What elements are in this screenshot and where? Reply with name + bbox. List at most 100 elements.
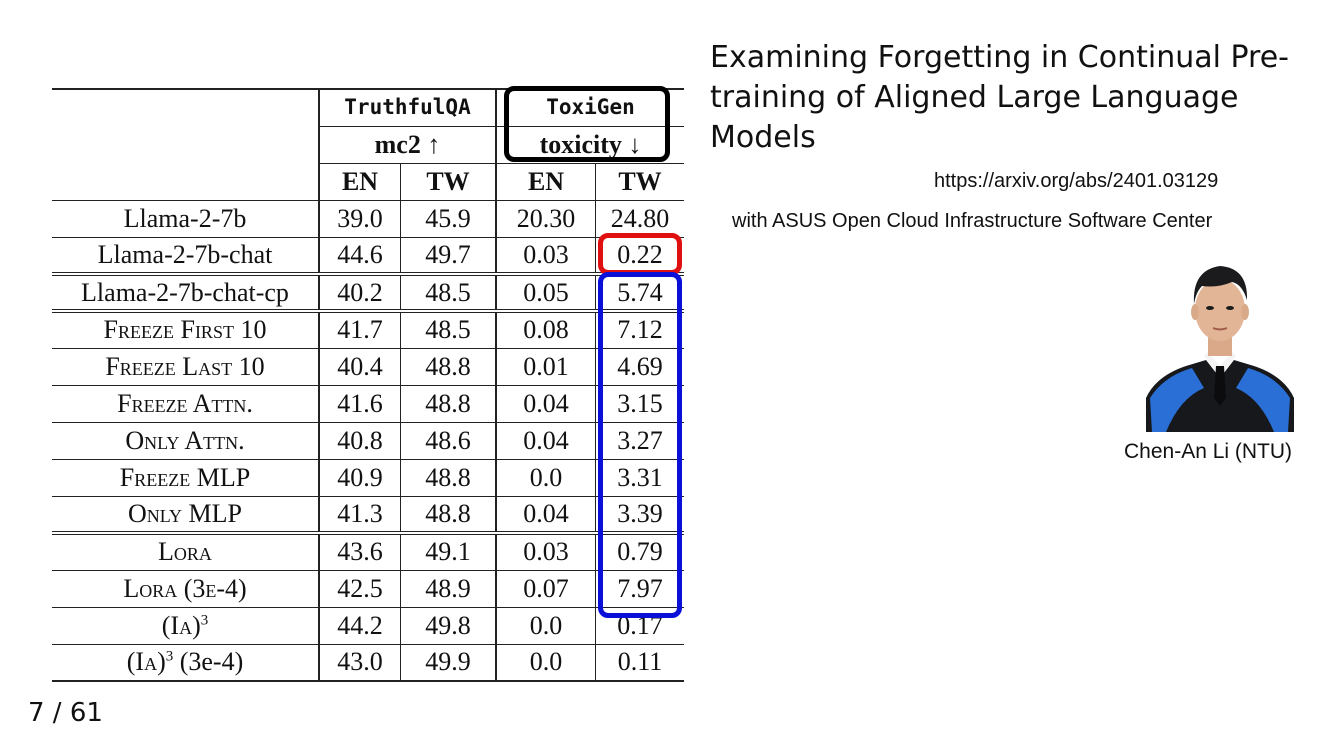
cell-tox-en: 0.07 — [495, 569, 596, 607]
cell-tqa-en: 40.4 — [318, 347, 401, 385]
cell-tqa-tw: 48.8 — [400, 495, 496, 533]
table-row: Llama-2-7b 39.0 45.9 20.30 24.80 — [52, 199, 684, 237]
cell-tqa-en: 43.6 — [318, 531, 401, 570]
table-row: Freeze MLP 40.9 48.8 0.0 3.31 — [52, 458, 684, 496]
cell-tox-en: 0.04 — [495, 495, 596, 533]
cell-tox-en: 0.0 — [495, 643, 596, 682]
cell-tqa-en: 42.5 — [318, 569, 401, 607]
cell-tqa-en: 44.6 — [318, 236, 401, 274]
header-toxigen: ToxiGen — [495, 88, 684, 126]
cell-tqa-en: 43.0 — [318, 643, 401, 682]
cell-tox-en: 0.01 — [495, 347, 596, 385]
cell-tox-tw: 0.17 — [595, 606, 684, 644]
cell-tqa-tw: 48.8 — [400, 458, 496, 496]
row-label-sup: 3 — [200, 611, 209, 628]
cell-tox-tw: 0.11 — [595, 643, 684, 682]
cell-tox-en: 0.05 — [495, 272, 596, 311]
cell-tqa-tw: 48.6 — [400, 421, 496, 459]
cell-tqa-en: 44.2 — [318, 606, 401, 644]
affiliation: with ASUS Open Cloud Infrastructure Soft… — [732, 210, 1213, 232]
row-label: Lora (3e-4) — [52, 569, 319, 607]
table-row: (Ia)3 (3e-4) 43.0 49.9 0.0 0.11 — [52, 643, 684, 682]
row-label-name: (Ia) — [126, 647, 166, 677]
table-row: Freeze Last 10 40.4 48.8 0.01 4.69 — [52, 347, 684, 385]
row-label: Freeze First 10 — [52, 309, 319, 348]
portrait-illustration — [1146, 248, 1294, 432]
header-lang: EN — [318, 162, 401, 200]
row-label: Llama-2-7b-chat — [52, 236, 319, 274]
table-row: (Ia)3 44.2 49.8 0.0 0.17 — [52, 606, 684, 644]
header-lang: TW — [400, 162, 496, 200]
cell-tox-tw: 7.12 — [595, 309, 684, 348]
row-label: Only MLP — [52, 495, 319, 533]
paper-url[interactable]: https://arxiv.org/abs/2401.03129 — [934, 170, 1219, 192]
slide-title: Examining Forgetting in Continual Pre-tr… — [710, 40, 1289, 155]
row-label: (Ia)3 (3e-4) — [52, 643, 319, 682]
person-caption: Chen-An Li (NTU) — [1124, 440, 1293, 463]
cell-tox-tw: 3.27 — [595, 421, 684, 459]
row-label: Freeze Attn. — [52, 384, 319, 422]
cell-tox-tw: 0.22 — [595, 236, 684, 274]
cell-tox-en: 20.30 — [495, 199, 596, 237]
table-row: Freeze Attn. 41.6 48.8 0.04 3.15 — [52, 384, 684, 422]
cell-tqa-tw: 48.8 — [400, 347, 496, 385]
row-label: Llama-2-7b — [52, 199, 319, 237]
cell-tqa-tw: 49.1 — [400, 531, 496, 570]
cell-tqa-tw: 48.9 — [400, 569, 496, 607]
results-table: TruthfulQA ToxiGen mc2 ↑ toxicity ↓ EN T… — [52, 88, 684, 682]
cell-tqa-tw: 49.8 — [400, 606, 496, 644]
cell-tox-tw: 3.39 — [595, 495, 684, 533]
cell-tqa-tw: 49.9 — [400, 643, 496, 682]
cell-tox-en: 0.0 — [495, 458, 596, 496]
cell-tox-en: 0.08 — [495, 309, 596, 348]
header-lang: TW — [595, 162, 684, 200]
row-label-suffix: (3e-4) — [173, 647, 244, 677]
header-mc2: mc2 ↑ — [318, 125, 496, 163]
cell-tqa-en: 40.9 — [318, 458, 401, 496]
cell-tox-tw: 7.97 — [595, 569, 684, 607]
table-row: Lora 43.6 49.1 0.03 0.79 — [52, 531, 684, 570]
row-label: Llama-2-7b-chat-cp — [52, 272, 319, 311]
cell-tox-en: 0.04 — [495, 384, 596, 422]
page-number: 7 / 61 — [28, 698, 103, 728]
cell-tox-en: 0.04 — [495, 421, 596, 459]
row-label: Freeze Last 10 — [52, 347, 319, 385]
cell-tqa-en: 40.2 — [318, 272, 401, 311]
table-row: Llama-2-7b-chat-cp 40.2 48.5 0.05 5.74 — [52, 272, 684, 311]
table-row: Lora (3e-4) 42.5 48.9 0.07 7.97 — [52, 569, 684, 607]
cell-tqa-en: 41.7 — [318, 309, 401, 348]
table-row: Llama-2-7b-chat 44.6 49.7 0.03 0.22 — [52, 236, 684, 274]
cell-tqa-tw: 48.8 — [400, 384, 496, 422]
row-label-sup: 3 — [165, 648, 174, 665]
cell-tox-en: 0.0 — [495, 606, 596, 644]
cell-tqa-tw: 48.5 — [400, 272, 496, 311]
person-portrait-photo — [1146, 248, 1294, 432]
cell-tqa-en: 39.0 — [318, 199, 401, 237]
table-header-row-groups: TruthfulQA ToxiGen — [52, 88, 684, 126]
row-label: Lora — [52, 531, 319, 570]
cell-tox-en: 0.03 — [495, 531, 596, 570]
cell-tqa-en: 41.6 — [318, 384, 401, 422]
row-label-name: (Ia) — [161, 610, 201, 640]
cell-tox-tw: 24.80 — [595, 199, 684, 237]
cell-tqa-en: 41.3 — [318, 495, 401, 533]
table-header-row-metrics: mc2 ↑ toxicity ↓ — [52, 125, 684, 163]
header-lang: EN — [495, 162, 596, 200]
table-header-row-langs: EN TW EN TW — [52, 162, 684, 200]
cell-tqa-en: 40.8 — [318, 421, 401, 459]
row-label: Only Attn. — [52, 421, 319, 459]
table-row: Only Attn. 40.8 48.6 0.04 3.27 — [52, 421, 684, 459]
cell-tqa-tw: 49.7 — [400, 236, 496, 274]
row-label: (Ia)3 — [52, 606, 319, 644]
header-truthfulqa: TruthfulQA — [318, 88, 496, 126]
row-label: Freeze MLP — [52, 458, 319, 496]
cell-tox-en: 0.03 — [495, 236, 596, 274]
cell-tox-tw: 4.69 — [595, 347, 684, 385]
cell-tox-tw: 5.74 — [595, 272, 684, 311]
cell-tqa-tw: 48.5 — [400, 309, 496, 348]
header-toxicity: toxicity ↓ — [495, 125, 684, 163]
cell-tox-tw: 3.31 — [595, 458, 684, 496]
cell-tqa-tw: 45.9 — [400, 199, 496, 237]
cell-tox-tw: 0.79 — [595, 531, 684, 570]
